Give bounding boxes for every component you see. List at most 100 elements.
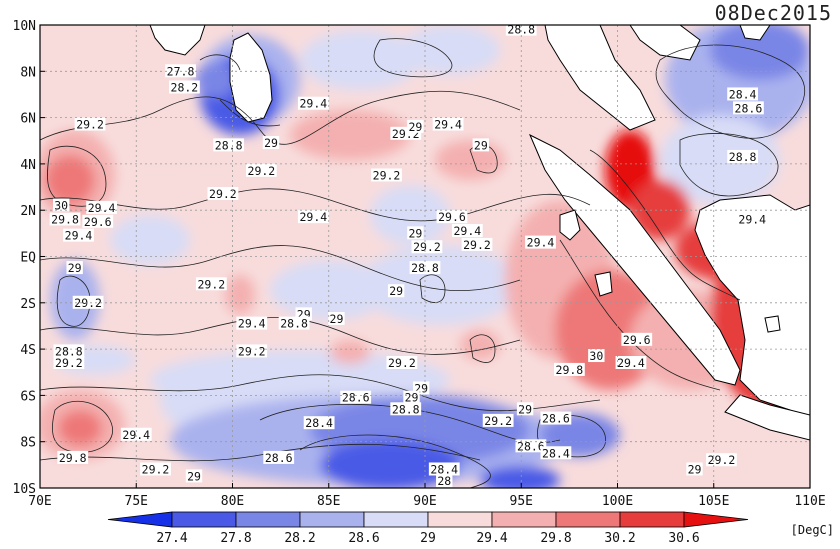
contour-label: 29.2 — [55, 356, 83, 370]
contour-label-bg — [403, 390, 420, 404]
contour-label: 29.4 — [453, 224, 481, 238]
contour-label-bg — [615, 355, 647, 369]
contour-label-bg — [86, 200, 117, 214]
contour-label-bg — [515, 439, 547, 453]
contour-label: 29 — [330, 312, 344, 326]
date-label: 08Dec2015 — [714, 1, 832, 25]
lat-tick-label: 8N — [20, 65, 36, 80]
contour-label-bg — [53, 344, 85, 358]
contour-label-bg — [340, 390, 372, 404]
contour-label-bg — [407, 226, 424, 240]
contour-label-bg — [52, 198, 70, 212]
contour-label-bg — [432, 117, 464, 131]
contour-label-bg — [236, 316, 268, 330]
colorbar-arrow-high — [683, 511, 749, 528]
contour-label-bg — [386, 355, 418, 369]
contour-label: 29.4 — [65, 229, 93, 243]
colorbar-tick-label: 28.6 — [348, 531, 379, 545]
contour-label-bg — [436, 474, 453, 488]
contour-label-bg — [303, 416, 335, 430]
contour-label: 28.6 — [265, 451, 293, 465]
contour-label: 29 — [408, 226, 422, 240]
contour-label: 28.4 — [542, 446, 570, 460]
land-mask — [149, 25, 810, 441]
contour-label-bg — [411, 240, 443, 254]
contour-label-bg — [140, 462, 171, 476]
contour-label-bg — [195, 277, 227, 291]
contour-label-bg — [53, 355, 85, 369]
unit-label: [DegC] — [790, 523, 834, 537]
contour-label-bg — [436, 210, 468, 224]
contour-label-bg — [278, 316, 310, 330]
contour-label: 28.6 — [735, 101, 763, 115]
contour-label-bg — [82, 214, 114, 228]
contour-label-bg — [263, 450, 295, 464]
contour-label: 29 — [264, 136, 278, 150]
contour-lines — [40, 38, 806, 488]
colorbar-tick-label: 29 — [420, 531, 436, 545]
colorbar-swatch — [555, 511, 621, 528]
contour-label: 29.6 — [84, 215, 112, 229]
contour-label-bg — [297, 96, 329, 110]
contour-label: 29 — [408, 120, 422, 134]
lon-tick-label: 90E — [413, 494, 436, 509]
contour-label: 30 — [54, 199, 68, 213]
contour-label-bg — [165, 64, 196, 78]
lon-tick-label: 85E — [317, 494, 340, 509]
contour-label: 29.2 — [413, 240, 441, 254]
contour-label-bg — [482, 413, 514, 427]
contour-label: 29.2 — [142, 462, 170, 476]
contour-label-bg — [245, 163, 277, 177]
contour-label: 29 — [187, 469, 201, 483]
colorbar-swatch — [363, 511, 429, 528]
contour-label: 29.8 — [51, 212, 79, 226]
contour-label: 29.2 — [76, 118, 104, 132]
contour-label: 28.6 — [342, 391, 370, 405]
lat-tick-label: 2S — [20, 297, 36, 312]
contour-label-bg — [371, 168, 402, 182]
lon-tick-label: 105E — [698, 494, 729, 509]
lat-tick-label: 6N — [20, 112, 36, 127]
contour-label: 29.2 — [238, 344, 266, 358]
contour-label-bg — [63, 228, 94, 242]
colorbar-tick-label: 30.2 — [604, 531, 635, 545]
contour-label-bg — [120, 427, 152, 441]
lat-tick-label: 2N — [20, 204, 36, 219]
contour-label-bg — [553, 362, 585, 376]
contour-label: 29.4 — [299, 97, 327, 111]
contour-label: 28.4 — [430, 462, 458, 476]
contour-label-bg — [74, 117, 106, 131]
contour-label-bg — [236, 344, 268, 358]
contour-label: 28.4 — [305, 416, 333, 430]
contour-label-bg — [387, 284, 405, 298]
contour-label: 29.2 — [484, 414, 512, 428]
lon-tick-label: 75E — [125, 494, 148, 509]
contour-label: 29.8 — [59, 451, 87, 465]
lon-tick-label: 95E — [510, 494, 533, 509]
lon-tick-label: 100E — [602, 494, 633, 509]
contour-label: 28.6 — [517, 439, 545, 453]
contour-label: 29.4 — [527, 236, 555, 250]
lat-tick-label: 4N — [20, 158, 36, 173]
lon-tick-label: 110E — [794, 494, 825, 509]
contour-label: 29.2 — [708, 453, 736, 467]
contour-label: 29.2 — [463, 238, 491, 252]
contour-label: 29.4 — [299, 210, 327, 224]
contour-label: 29.8 — [556, 363, 584, 377]
colorbar-arrow-low — [107, 511, 173, 528]
contour-label: 28.8 — [280, 317, 308, 331]
contour-label-bg — [72, 295, 104, 309]
contour-label: 29.2 — [74, 296, 102, 310]
contour-label: 29.2 — [373, 168, 401, 182]
colorbar-swatch — [299, 511, 365, 528]
lat-tick-label: 10N — [13, 19, 36, 34]
colorbar-swatch — [171, 511, 237, 528]
lat-tick-label: 6S — [20, 389, 36, 404]
contour-label: 28.8 — [392, 402, 420, 416]
contour-label-bg — [686, 462, 703, 476]
contour-label: 29.6 — [438, 210, 466, 224]
contour-label-bg — [328, 312, 345, 326]
